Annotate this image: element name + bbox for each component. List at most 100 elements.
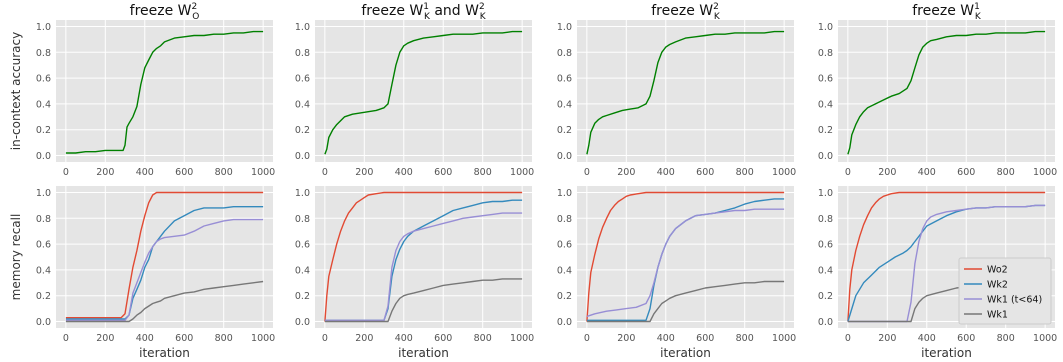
y-tick-label: 0.2 [36, 291, 51, 302]
y-tick-label: 1.0 [818, 22, 833, 33]
x-tick-label: 0 [322, 167, 328, 178]
x-tick-label: 200 [355, 167, 373, 178]
y-tick-label: 0.2 [557, 125, 572, 136]
y-tick-label: 0.0 [818, 151, 833, 162]
y-tick-label: 0.8 [818, 214, 833, 225]
y-tick-label: 0.8 [36, 214, 51, 225]
x-tick-label: 0 [63, 333, 69, 344]
y-tick-label: 0.2 [557, 291, 572, 302]
subplot-4: 0 200 400 600 800 1000 0.0 0.2 0.4 0.6 0.8 1.0 [818, 20, 1057, 178]
series-line-wk1-t-64- [847, 204, 1046, 323]
subplot-2: 0 200 400 600 800 1000 0.0 0.2 0.4 0.6 0.8 1.0 [295, 20, 534, 178]
x-tick-label: 0 [63, 167, 69, 178]
x-tick-label: 800 [474, 167, 492, 178]
x-tick-label: 200 [96, 167, 114, 178]
x-tick-label: 400 [918, 167, 936, 178]
y-tick-label: 1.0 [557, 22, 572, 33]
y-tick-label: 0.8 [557, 48, 572, 59]
x-tick-label: 1000 [510, 333, 534, 344]
series-line-wk1 [324, 278, 523, 323]
x-tick-label: 1000 [251, 167, 275, 178]
x-tick-label: 1000 [1033, 333, 1057, 344]
y-tick-label: 0.2 [295, 125, 310, 136]
x-tick-label: 200 [878, 167, 896, 178]
series-line [324, 30, 523, 155]
y-tick-label: 0.4 [818, 265, 833, 276]
x-tick-label: 400 [136, 167, 154, 178]
plot-background [577, 20, 794, 162]
legend: Wo2 Wk2 Wk1 (t<64) Wk1 [958, 257, 1052, 325]
x-tick-label: 1000 [251, 333, 275, 344]
x-tick-label: 1000 [772, 167, 796, 178]
y-tick-label: 1.0 [295, 22, 310, 33]
y-tick-label: 0.6 [36, 74, 51, 85]
y-tick-label: 0.4 [36, 265, 51, 276]
y-tick-label: 1.0 [557, 188, 572, 199]
subplot-3: 0 200 400 600 800 1000 0.0 0.2 0.4 0.6 0.8 1.0 [557, 20, 796, 178]
legend-entry: Wo2 [987, 265, 1008, 276]
y-tick-label: 0.4 [557, 99, 572, 110]
y-tick-label: 0.0 [295, 317, 310, 328]
subplot-6: 0 200 400 600 800 1000 0.0 0.2 0.4 0.6 0.8 1.0 itera… [295, 186, 534, 360]
legend-box [958, 257, 1052, 325]
x-axis-label: iteration [398, 346, 449, 360]
plot-background [315, 20, 532, 162]
y-tick-label: 0.2 [818, 291, 833, 302]
series-line-wo2 [586, 191, 785, 322]
panel-title: freeze W1 K and W2 K [361, 2, 486, 22]
y-tick-label: 1.0 [295, 188, 310, 199]
y-tick-label: 0.4 [557, 265, 572, 276]
subplot-1: 0 200 400 600 800 1000 0.0 0.2 0.4 0.6 0.8 1.0 in-co… [9, 20, 275, 178]
x-tick-label: 200 [96, 333, 114, 344]
x-tick-label: 200 [878, 333, 896, 344]
x-tick-label: 1000 [772, 333, 796, 344]
subplot-7: 0 200 400 600 800 1000 0.0 0.2 0.4 0.6 0.8 1.0 itera… [557, 186, 796, 360]
x-tick-label: 600 [957, 333, 975, 344]
x-tick-label: 0 [584, 167, 590, 178]
x-tick-label: 800 [736, 333, 754, 344]
y-tick-label: 0.0 [557, 317, 572, 328]
y-tick-label: 0.4 [36, 99, 51, 110]
y-tick-label: 0.0 [36, 317, 51, 328]
y-tick-label: 1.0 [36, 22, 51, 33]
x-tick-label: 400 [136, 333, 154, 344]
y-tick-label: 0.6 [295, 74, 310, 85]
x-tick-label: 800 [474, 333, 492, 344]
y-tick-label: 0.6 [557, 240, 572, 251]
y-tick-label: 0.0 [295, 151, 310, 162]
x-tick-label: 800 [215, 167, 233, 178]
series-line-wk1-t-64- [586, 208, 785, 318]
x-tick-label: 600 [434, 333, 452, 344]
series-line-wk1 [586, 280, 785, 323]
panel-title: freeze W1 K [912, 2, 982, 22]
x-tick-label: 0 [845, 333, 851, 344]
series-line [586, 30, 785, 155]
plot-background [315, 186, 532, 328]
x-tick-label: 200 [617, 333, 635, 344]
y-tick-label: 0.8 [557, 214, 572, 225]
legend-entry: Wk2 [987, 280, 1008, 291]
legend-entry: Wk1 [987, 310, 1008, 321]
y-tick-label: 0.6 [295, 240, 310, 251]
x-tick-label: 1000 [510, 167, 534, 178]
y-tick-label: 0.0 [557, 151, 572, 162]
y-tick-label: 0.8 [818, 48, 833, 59]
subplot-5: 0 200 400 600 800 1000 0.0 0.2 0.4 0.6 0.8 1.0 itera… [9, 186, 275, 360]
x-tick-label: 400 [395, 333, 413, 344]
y-tick-label: 0.2 [295, 291, 310, 302]
panel-title: freeze W2 K [651, 2, 721, 22]
plot-background [56, 186, 273, 328]
series-line-wk1 [65, 280, 264, 323]
x-tick-label: 800 [215, 333, 233, 344]
y-tick-label: 0.2 [818, 125, 833, 136]
y-tick-label: 0.4 [295, 265, 310, 276]
x-tick-label: 200 [617, 167, 635, 178]
x-axis-label: iteration [921, 346, 972, 360]
x-axis-label: iteration [660, 346, 711, 360]
x-tick-label: 600 [175, 167, 193, 178]
y-tick-label: 0.6 [818, 240, 833, 251]
y-tick-label: 0.4 [295, 99, 310, 110]
x-tick-label: 600 [175, 333, 193, 344]
subplot-8: 0 200 400 600 800 1000 0.0 0.2 0.4 0.6 0.8 1.0 itera… [818, 186, 1057, 360]
series-line-wo2 [847, 191, 1046, 322]
